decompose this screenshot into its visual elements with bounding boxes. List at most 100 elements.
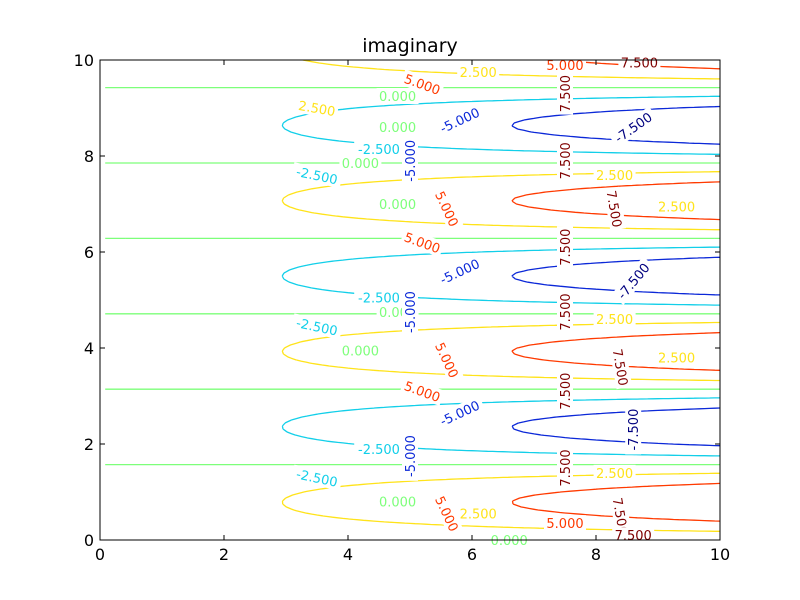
svg-text:-2.500: -2.500 <box>358 443 400 458</box>
svg-text:2.500: 2.500 <box>596 313 633 328</box>
svg-text:7.500: 7.500 <box>559 449 574 486</box>
contour-label-18: 7.500 <box>603 186 627 231</box>
contour-label-49: 7.500 <box>612 527 655 544</box>
contour-label-4: 7.500 <box>557 72 574 115</box>
contour-level--5.000 <box>511 105 720 447</box>
svg-text:2.500: 2.500 <box>460 508 497 523</box>
svg-text:-5.000: -5.000 <box>404 140 419 182</box>
contour-label-14: -2.500 <box>291 162 343 188</box>
svg-text:0.000: 0.000 <box>342 157 379 172</box>
x-axis: 0 2 4 6 8 10 <box>95 60 730 564</box>
x-tick-label-5: 10 <box>710 545 730 564</box>
svg-text:2.500: 2.500 <box>460 66 497 81</box>
contour-label-36: -5.000 <box>433 395 486 431</box>
contour-level--2.500 <box>281 95 720 457</box>
svg-text:0.000: 0.000 <box>379 198 416 213</box>
svg-text:7.500: 7.500 <box>559 142 574 179</box>
svg-text:0.000: 0.000 <box>379 496 416 511</box>
contour-label-21: 7.500 <box>557 226 574 269</box>
y-tick-label-4: 8 <box>84 147 94 166</box>
svg-text:7.500: 7.500 <box>621 56 658 71</box>
svg-text:0.000: 0.000 <box>491 534 528 549</box>
plot-frame <box>99 59 721 541</box>
contour-label-32: 5.000 <box>431 337 464 383</box>
svg-text:-5.000: -5.000 <box>438 106 482 137</box>
y-tick-label-5: 10 <box>74 51 94 70</box>
contour-label-0: 7.500 <box>618 54 661 71</box>
svg-text:7.500: 7.500 <box>609 497 630 536</box>
svg-text:5.000: 5.000 <box>546 59 583 74</box>
contour-label-47: 5.000 <box>544 515 586 532</box>
y-tick-label-2: 4 <box>84 339 94 358</box>
svg-text:-2.500: -2.500 <box>295 316 339 339</box>
contour-label-20: 5.000 <box>399 227 445 257</box>
svg-text:7.500: 7.500 <box>603 189 624 228</box>
svg-text:7.500: 7.500 <box>559 293 574 330</box>
contour-label-33: 7.500 <box>609 345 633 390</box>
contour-label-26: -5.000 <box>402 287 419 337</box>
x-tick-label-4: 8 <box>591 545 601 564</box>
contour-label-28: 2.500 <box>593 311 636 328</box>
svg-text:5.000: 5.000 <box>546 517 583 532</box>
svg-text:-5.000: -5.000 <box>404 435 419 477</box>
y-axis: 0 2 4 6 8 10 <box>74 51 720 550</box>
x-tick-label-3: 6 <box>467 545 477 564</box>
contour-label-46: 2.500 <box>457 505 500 523</box>
svg-text:0.000: 0.000 <box>379 121 416 136</box>
contour-label-7: -5.000 <box>433 102 486 138</box>
contour-label-38: -2.500 <box>354 440 404 458</box>
svg-text:-2.500: -2.500 <box>358 143 400 158</box>
contour-label-43: 0.000 <box>376 493 419 511</box>
svg-text:2.500: 2.500 <box>658 352 695 367</box>
contour-label-6: 0.000 <box>376 88 419 105</box>
contour-label-40: 7.500 <box>557 447 574 489</box>
svg-text:2.500: 2.500 <box>297 99 336 120</box>
contour-label-15: 2.500 <box>593 167 636 184</box>
y-tick-label-1: 2 <box>84 435 94 454</box>
svg-text:2.500: 2.500 <box>596 169 633 184</box>
svg-text:-5.000: -5.000 <box>404 291 419 333</box>
contour-label-22: -5.000 <box>433 253 486 289</box>
contour-label-10: -2.500 <box>354 140 404 158</box>
contour-label-12: 7.500 <box>557 139 574 182</box>
svg-text:-2.500: -2.500 <box>295 165 339 188</box>
contour-level-2.500 <box>281 60 720 532</box>
chart-title: imaginary <box>362 35 458 57</box>
contour-label-39: -5.000 <box>402 431 419 481</box>
contour-label-8: -7.500 <box>608 106 659 148</box>
contour-label-41: 2.500 <box>593 464 636 482</box>
contour-label-17: 5.000 <box>431 186 464 232</box>
x-tick-label-0: 0 <box>95 545 105 564</box>
x-tick-label-1: 2 <box>219 545 229 564</box>
contour-label-2: 2.500 <box>457 64 500 81</box>
contour-label-16: 0.000 <box>376 196 419 213</box>
svg-text:7.500: 7.500 <box>559 229 574 266</box>
contour-label-11: -5.000 <box>402 136 419 186</box>
contour-label-5: 2.500 <box>294 96 340 120</box>
contour-label-30: 0.000 <box>339 342 382 359</box>
contour-label-27: 7.500 <box>557 291 574 333</box>
svg-text:0.000: 0.000 <box>379 90 416 105</box>
contour-label-45: 7.500 <box>609 493 633 539</box>
contour-label-23: -7.500 <box>611 256 656 305</box>
svg-text:-2.500: -2.500 <box>358 292 400 307</box>
svg-text:-7.500: -7.500 <box>627 409 642 451</box>
y-tick-label-0: 0 <box>84 531 94 550</box>
contour-level-0.000 <box>105 86 720 466</box>
contour-label-13: 0.000 <box>339 155 382 172</box>
contour-label-9: 0.000 <box>376 119 419 136</box>
svg-text:2.500: 2.500 <box>596 467 633 482</box>
svg-text:2.500: 2.500 <box>658 200 695 215</box>
y-tick-label-3: 6 <box>84 243 94 262</box>
contour-label-37: -7.500 <box>625 404 642 455</box>
svg-text:-5.000: -5.000 <box>438 257 482 288</box>
contour-label-19: 2.500 <box>655 198 698 215</box>
contour-label-42: -2.500 <box>291 464 343 491</box>
contour-label-24: -2.500 <box>354 289 404 307</box>
contour-label-1: 5.000 <box>544 56 586 74</box>
svg-text:-2.500: -2.500 <box>295 467 339 490</box>
svg-text:7.500: 7.500 <box>609 348 630 387</box>
contour-label-31: 2.500 <box>655 349 698 367</box>
svg-text:7.500: 7.500 <box>615 529 652 544</box>
